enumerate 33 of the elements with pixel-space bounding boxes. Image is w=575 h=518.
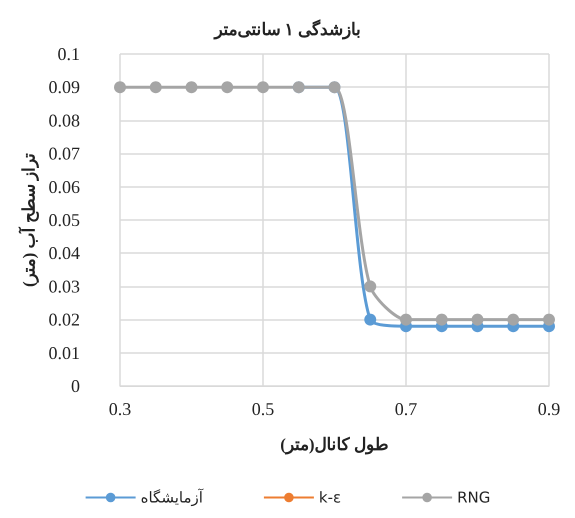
point	[221, 81, 234, 94]
point	[507, 314, 520, 326]
point	[150, 81, 162, 94]
y-tick-label: 0.03	[48, 276, 80, 296]
point	[436, 314, 448, 326]
point	[543, 314, 555, 326]
y-tick-label: 0.02	[48, 310, 80, 330]
chart-title: بازشدگی ۱ سانتی‌متر	[212, 19, 361, 40]
y-axis-title: تراز سطح آب (متر)	[18, 152, 40, 288]
x-axis-title: طول کانال(متر)	[280, 435, 389, 455]
point	[257, 81, 269, 94]
y-tick-label: 0	[71, 376, 80, 396]
point	[186, 81, 198, 94]
point	[400, 314, 412, 326]
y-tick-label: 0.07	[48, 144, 80, 164]
x-tick-label: 0.3	[108, 399, 132, 419]
x-tick-label: 0.7	[394, 399, 418, 419]
y-tick-label: 0.1	[58, 44, 80, 64]
legend-label: آزمایشگاه	[140, 488, 204, 506]
y-tick-label: 0.08	[48, 110, 80, 130]
legend-label: k-ε	[318, 488, 342, 506]
y-tick-label: 0.04	[48, 243, 80, 264]
y-tick-label: 0.01	[48, 342, 80, 363]
y-tick-label: 0.05	[48, 210, 80, 230]
x-tick-label: 0.9	[538, 399, 560, 419]
point	[364, 280, 376, 292]
point	[364, 314, 376, 326]
legend-label: RNG	[457, 488, 490, 506]
x-tick-label: 0.5	[252, 399, 274, 419]
point	[114, 81, 126, 94]
y-tick-label: 0.06	[48, 176, 80, 197]
point	[472, 314, 484, 326]
y-tick-label: 0.09	[48, 77, 80, 98]
